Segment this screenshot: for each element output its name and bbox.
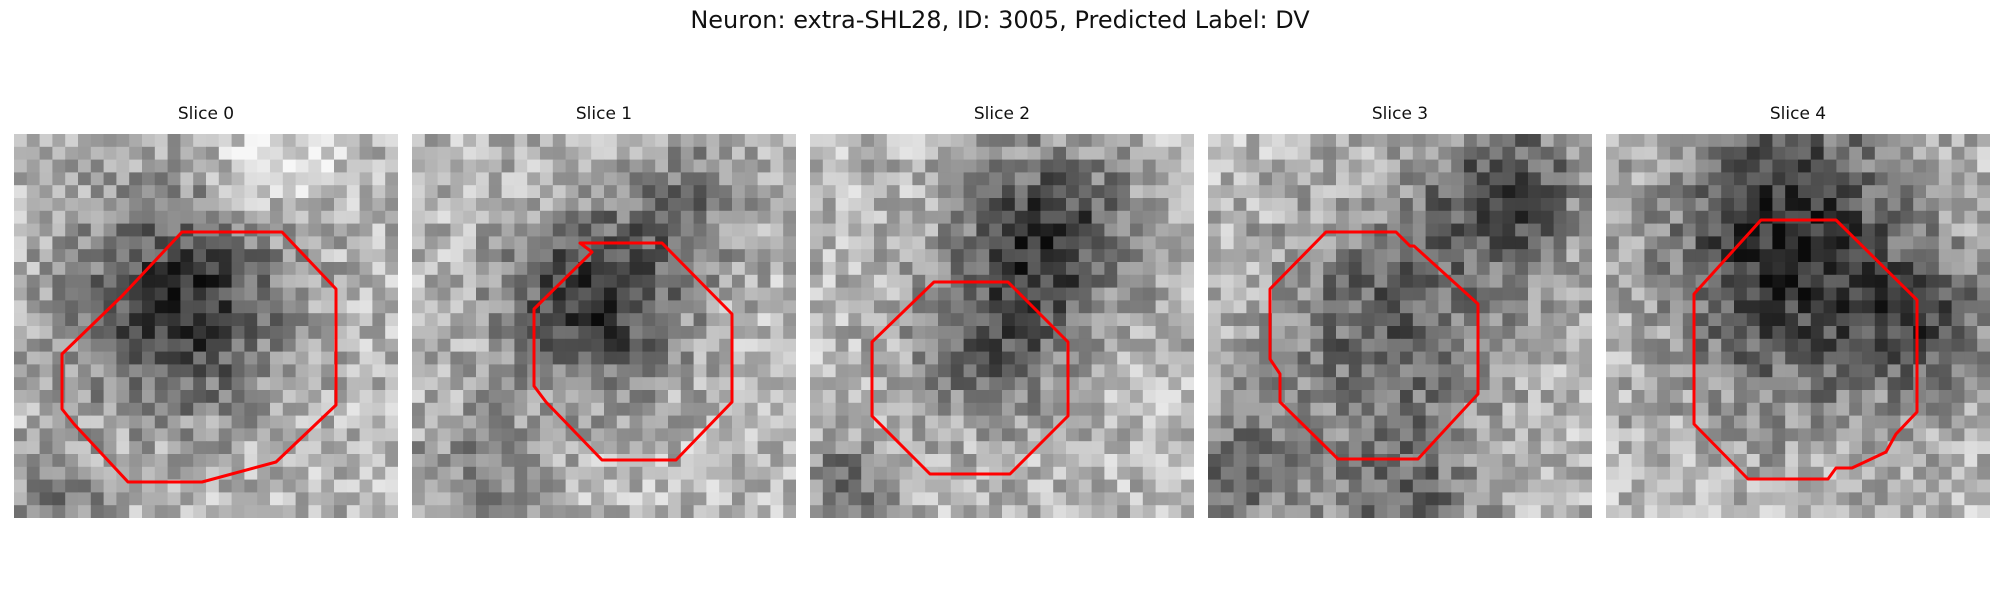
slice-title: Slice 0 xyxy=(177,104,235,124)
pixel-grid xyxy=(810,134,1194,518)
pixel-grid xyxy=(1208,134,1592,518)
slice-image xyxy=(1606,134,1990,518)
slice-title: Slice 4 xyxy=(1769,104,1827,124)
slice-image xyxy=(1208,134,1592,518)
slice-image xyxy=(14,134,398,518)
slice-image xyxy=(810,134,1194,518)
neuron-outline xyxy=(1268,230,1480,461)
slice-title: Slice 1 xyxy=(575,104,633,124)
pixel-grid xyxy=(412,134,796,518)
neuron-outline xyxy=(60,230,338,484)
slice-title: Slice 2 xyxy=(973,104,1031,124)
pixel-grid xyxy=(14,134,398,518)
slice-image xyxy=(412,134,796,518)
slice-title: Slice 3 xyxy=(1371,104,1429,124)
neuron-outline xyxy=(1692,218,1919,481)
neuron-outline xyxy=(870,280,1070,476)
figure-title: Neuron: extra-SHL28, ID: 3005, Predicted… xyxy=(690,6,1310,34)
neuron-outline xyxy=(532,241,734,462)
pixel-grid xyxy=(1606,134,1990,518)
